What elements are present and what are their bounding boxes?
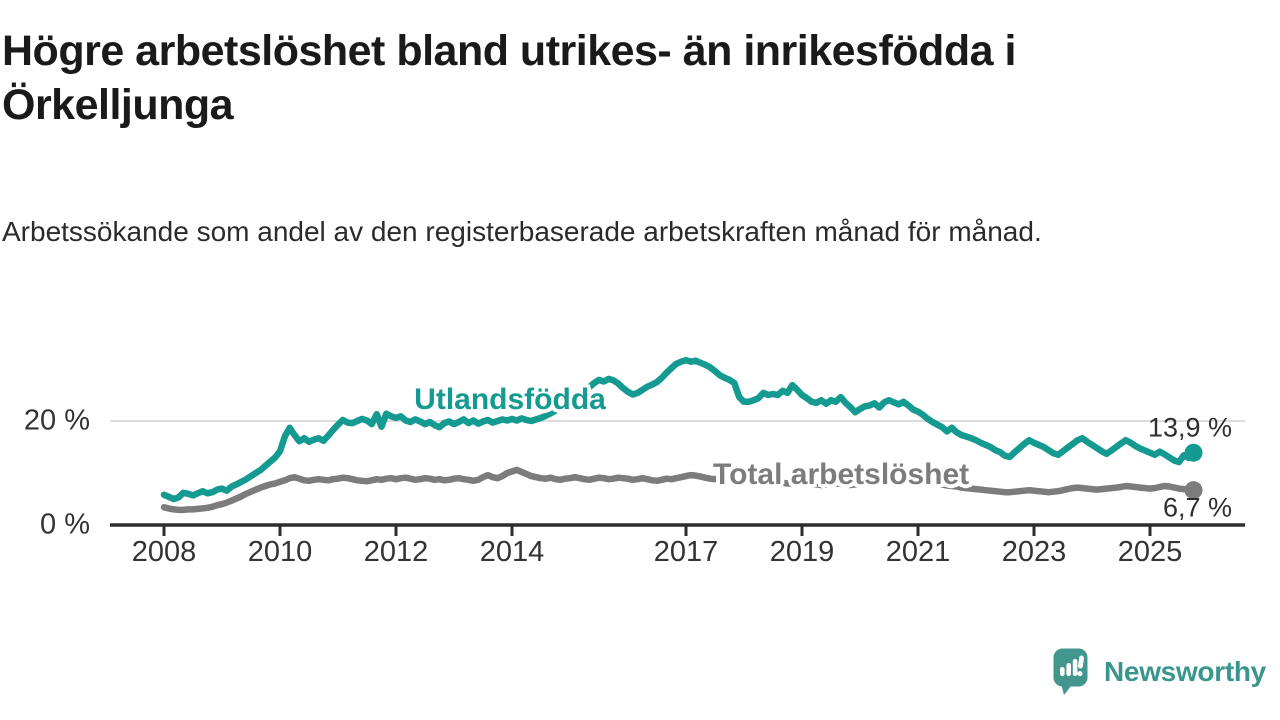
x-tick-label-2023: 2023	[1001, 536, 1067, 568]
end-value-utlandsfodda: 13,9 %	[1147, 412, 1232, 443]
series-line-utlandsf-dda	[160, 356, 1197, 503]
x-tick-label-2008: 2008	[131, 536, 197, 568]
x-tick-label-2019: 2019	[769, 536, 835, 568]
series-label-total-arbetsloshet: Total arbetslöshet	[713, 458, 970, 491]
x-tick-label-2017: 2017	[653, 536, 719, 568]
x-tick-label-2012: 2012	[363, 536, 429, 568]
page-title: Högre arbetslöshet bland utrikes- än inr…	[2, 27, 1016, 130]
x-tick-label-2010: 2010	[247, 536, 313, 568]
x-tick-label-2025: 2025	[1117, 536, 1183, 568]
x-tick-label-2014: 2014	[479, 536, 545, 568]
newsworthy-logo-icon	[1053, 648, 1088, 695]
newsworthy-logo: Newsworthy	[1053, 648, 1266, 696]
series-label-utlandsfodda: Utlandsfödda	[414, 383, 606, 416]
series-line-total-arbetsl-shet	[160, 466, 1197, 514]
y-axis-label-0: 0 %	[40, 508, 90, 541]
x-tick-label-2021: 2021	[885, 536, 951, 568]
y-axis-label-20: 20 %	[23, 404, 90, 437]
page-subtitle: Arbetssökande som andel av den registerb…	[2, 216, 1042, 247]
series-end-dot-utlandsf-dda	[1184, 443, 1203, 462]
series-end-dot-total-arbetsl-shet	[1184, 481, 1203, 500]
end-value-total-arbetsloshet: 6,7 %	[1162, 492, 1232, 523]
newsworthy-logo-text: Newsworthy	[1104, 656, 1266, 687]
